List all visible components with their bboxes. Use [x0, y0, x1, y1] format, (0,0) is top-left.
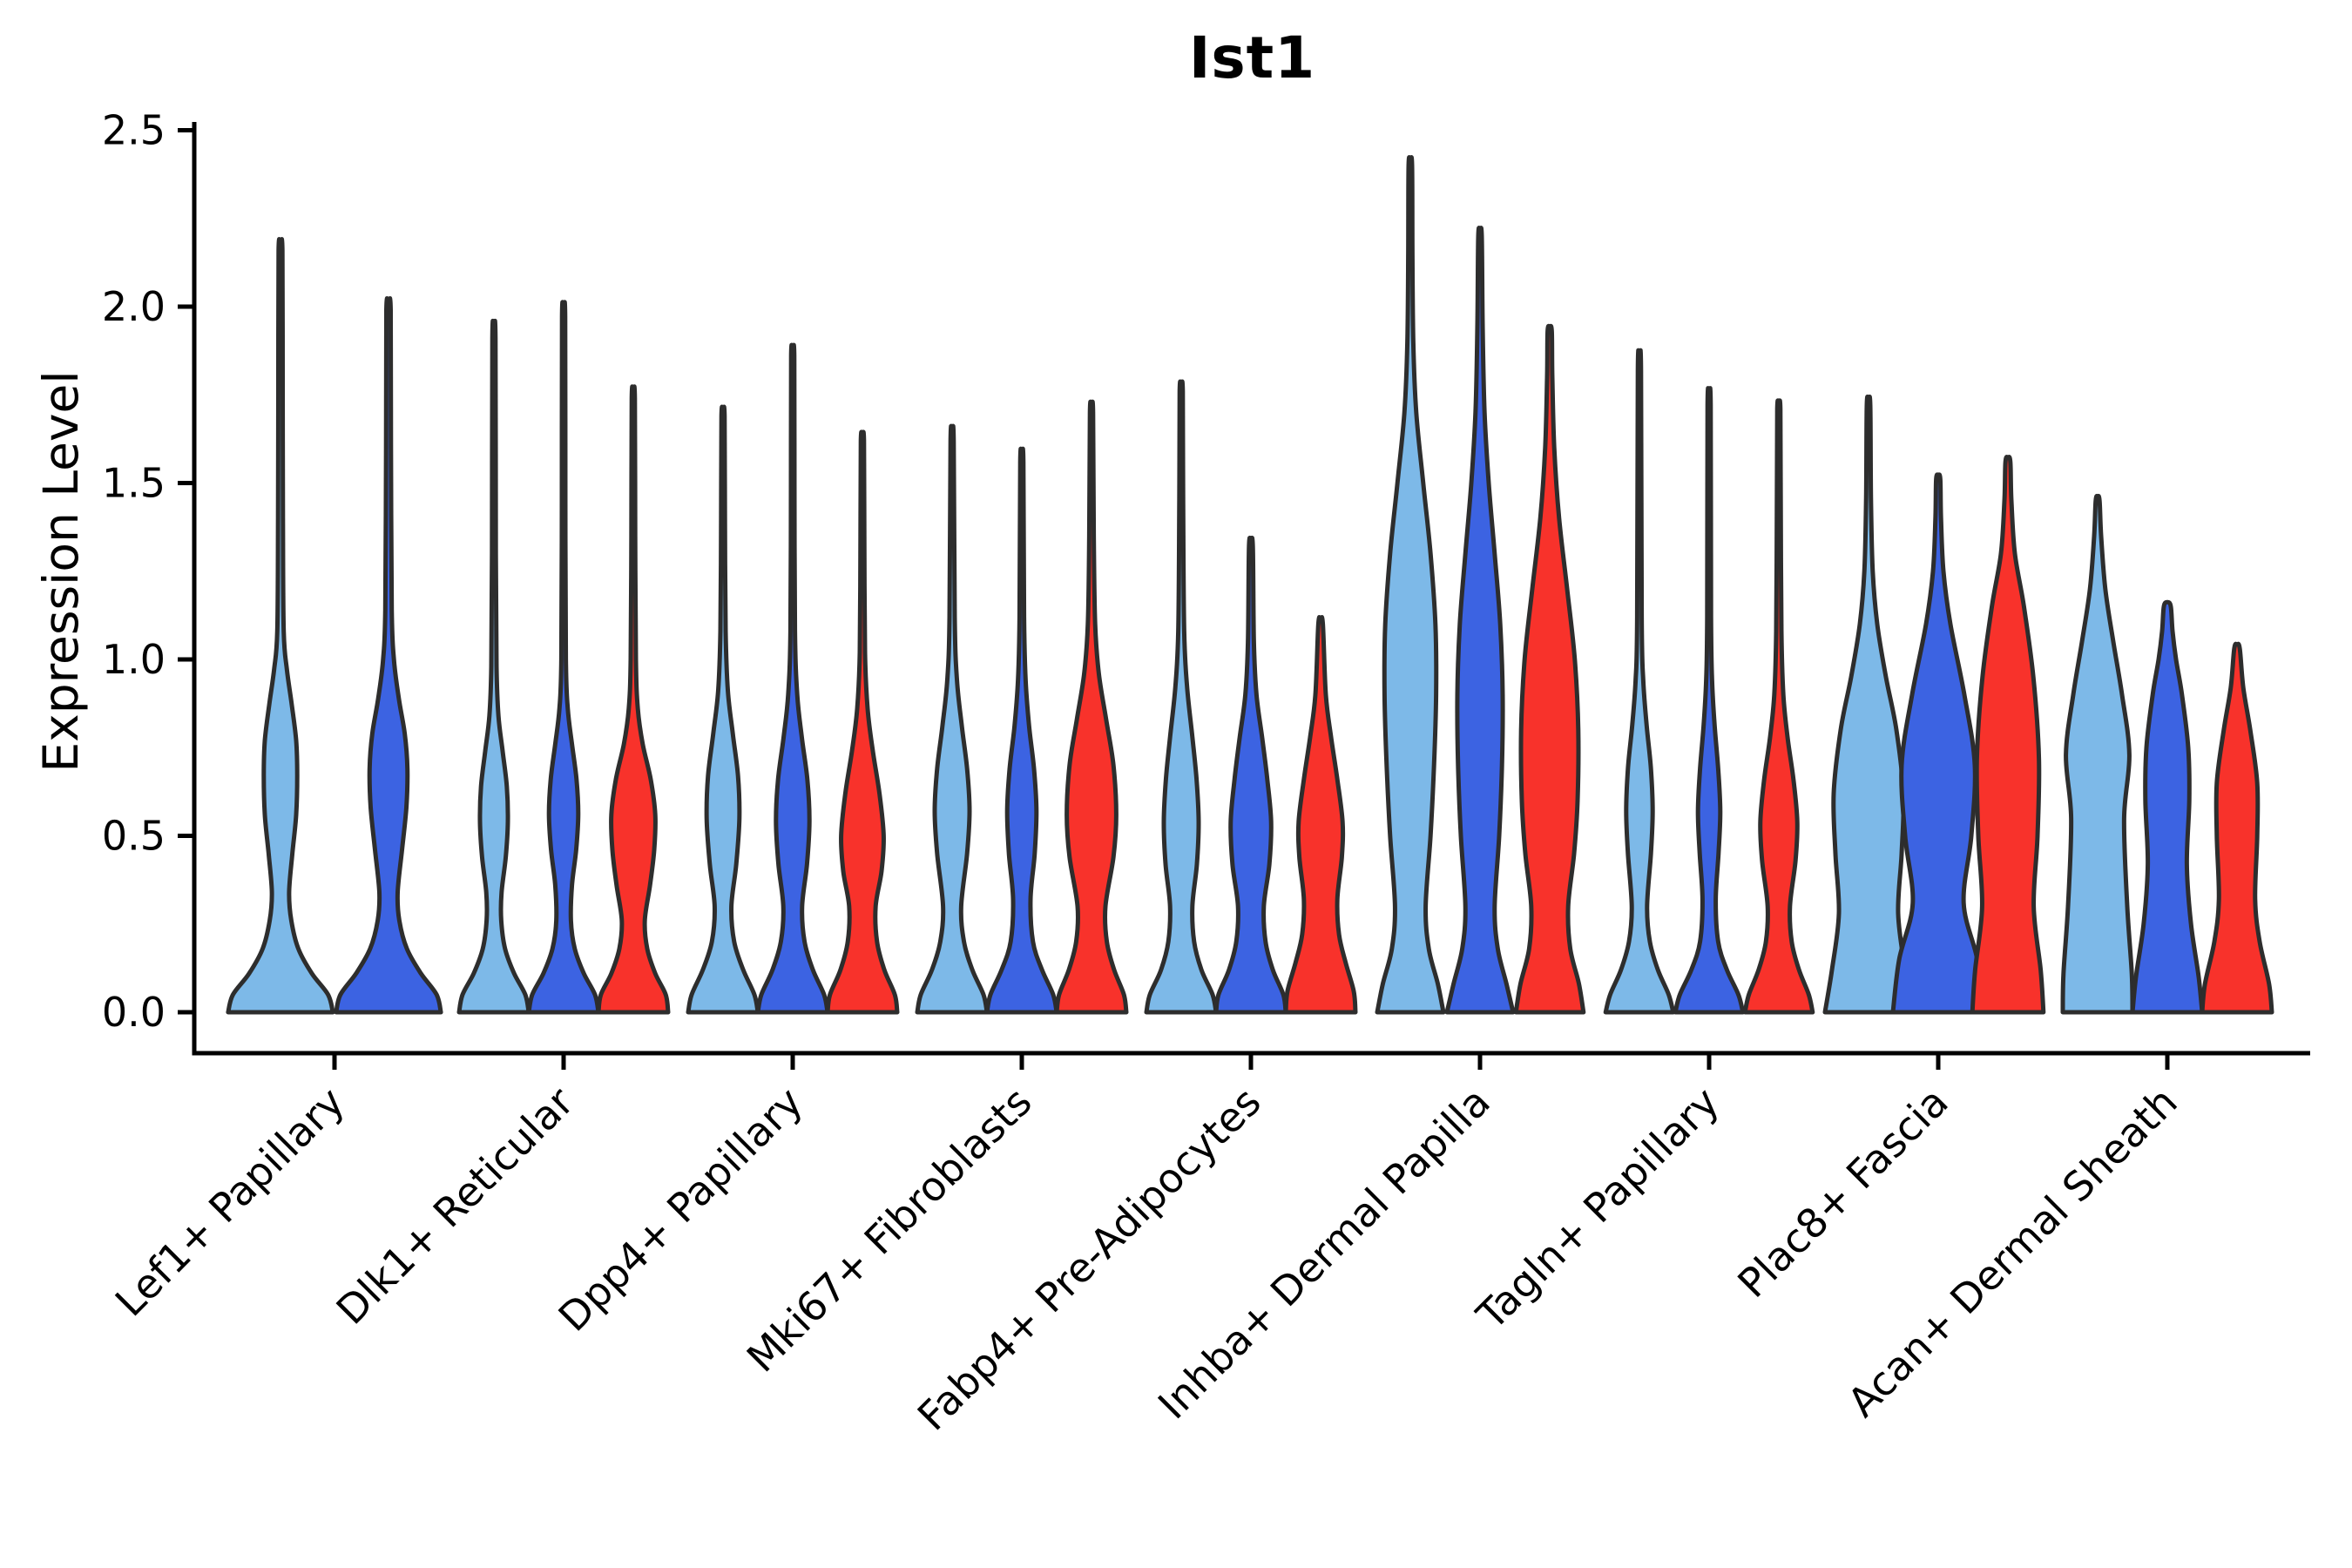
violin-3-light-blue: [686, 404, 760, 1015]
violin-3-red: [825, 429, 900, 1015]
violin-7-red: [1742, 398, 1815, 1015]
violin-6-red: [1513, 323, 1586, 1015]
x-category-label: Plac8+ Fascia: [1728, 1078, 1957, 1307]
violin-4-red: [1054, 399, 1129, 1015]
y-tick-label: 0.0: [102, 989, 166, 1036]
violin-8-light-blue: [1822, 394, 1915, 1015]
y-tick-label: 1.0: [102, 636, 166, 683]
violin-5-light-blue: [1144, 379, 1219, 1015]
x-category-label: Tagln+ Papillary: [1467, 1078, 1728, 1340]
x-category-label: Dlk1+ Reticular: [328, 1078, 583, 1334]
violin-9-light-blue: [2060, 493, 2135, 1015]
violin-9-dark-blue: [2130, 599, 2205, 1015]
violin-2-red: [596, 384, 671, 1015]
figure-title: Ist1: [1188, 24, 1316, 91]
violin-9-red: [2200, 641, 2274, 1015]
violin-1-dark-blue: [334, 296, 443, 1015]
violin-1-light-blue: [226, 237, 335, 1015]
violin-7-dark-blue: [1673, 386, 1746, 1015]
violin-5-dark-blue: [1213, 535, 1288, 1015]
violin-7-light-blue: [1603, 348, 1676, 1015]
x-category-label: Lef1+ Papillary: [106, 1078, 354, 1326]
violin-8-dark-blue: [1890, 472, 1986, 1015]
y-tick-label: 2.0: [102, 283, 166, 330]
violin-4-light-blue: [915, 423, 990, 1015]
violin-6-light-blue: [1375, 155, 1446, 1015]
violin-3-dark-blue: [755, 342, 830, 1015]
y-tick-label: 2.5: [102, 107, 166, 154]
violin-5-red: [1283, 615, 1358, 1015]
x-category-label: Dpp4+ Papillary: [550, 1078, 812, 1341]
violin-8-red: [1970, 455, 2046, 1015]
y-tick-label: 0.5: [102, 813, 166, 860]
y-tick-label: 1.5: [102, 460, 166, 507]
violin-6-dark-blue: [1444, 226, 1516, 1015]
violin-2-dark-blue: [526, 300, 601, 1015]
violin-4-dark-blue: [984, 446, 1059, 1015]
violin-2-light-blue: [456, 318, 531, 1015]
